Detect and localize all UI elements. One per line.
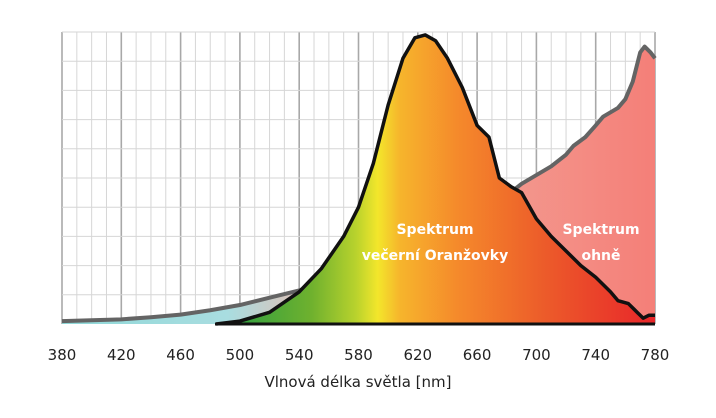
x-tick-label: 460 [166,346,195,364]
x-axis-title: Vlnová délka světla [nm] [264,373,451,391]
x-tick-label: 420 [107,346,136,364]
x-tick-label: 540 [285,346,314,364]
x-tick-label: 780 [641,346,670,364]
x-tick-label: 580 [344,346,373,364]
x-tick-label: 700 [522,346,551,364]
fire-spectrum-label: Spektrum [562,222,639,238]
x-tick-label: 380 [48,346,77,364]
orange-spectrum-area [216,34,655,325]
orange-spectrum-label: Spektrum [396,222,473,238]
orange-spectrum-line [215,33,655,326]
fire-spectrum-label: ohně [581,248,620,264]
x-tick-label: 620 [403,346,432,364]
orange-spectrum-series [215,33,655,326]
annotations: Spektrum večerní Oranžovky Spektrum ohně [362,222,640,264]
x-tick-label: 740 [581,346,610,364]
x-tick-label: 500 [226,346,255,364]
x-tick-label: 660 [463,346,492,364]
x-axis: 380 420 460 500 540 580 620 660 700 740 780 Vlnová … [48,322,670,391]
orange-spectrum-label: večerní Oranžovky [362,248,509,264]
